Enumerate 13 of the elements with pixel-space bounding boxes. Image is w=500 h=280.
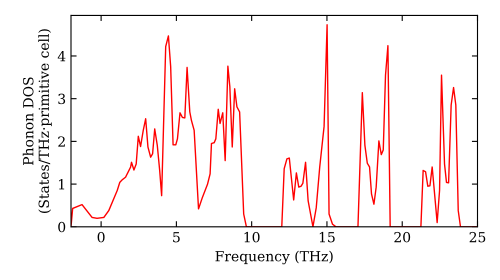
y-tick-label: 3	[58, 94, 66, 104]
y-tick-label: 1	[58, 179, 64, 190]
y-tick-label: 4	[58, 50, 66, 62]
y-tick-label: 2	[58, 136, 65, 147]
y-tick-label: 0	[58, 222, 66, 232]
x-axis-title: Frequency (THz)	[215, 250, 333, 264]
x-tick-label: 5	[173, 232, 180, 242]
x-tick-label: 25	[470, 232, 486, 242]
y-axis-title: Phonon DOS (States/THz·primitive cell)	[22, 29, 52, 213]
x-tick-label: 10	[244, 232, 260, 242]
x-tick-label: 20	[394, 232, 410, 242]
x-tick-label: 15	[320, 232, 335, 242]
x-tick-label: 0	[98, 232, 105, 242]
